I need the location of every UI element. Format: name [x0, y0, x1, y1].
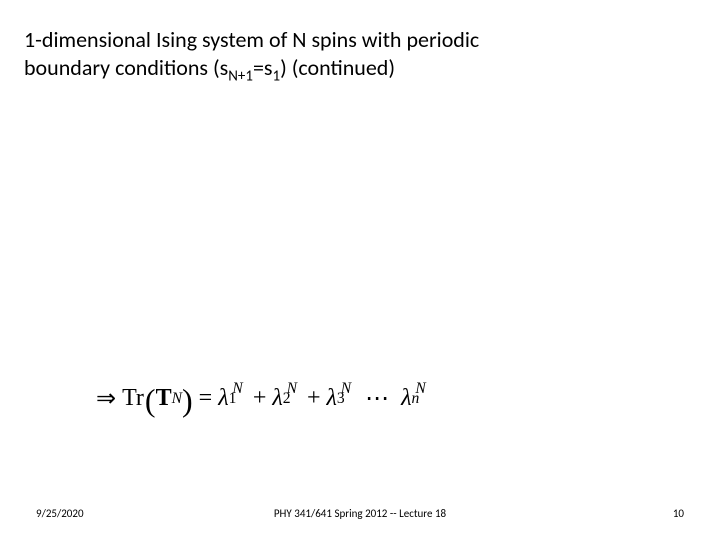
- title-sub-1: N+1: [228, 67, 253, 85]
- title-line-1: 1-dimensional Ising system of N spins wi…: [24, 26, 479, 53]
- title-line-2-pre: boundary conditions (s: [24, 54, 228, 81]
- T-exponent: N: [172, 390, 182, 408]
- title-line-2-post: ) (continued): [280, 54, 395, 81]
- left-paren: (: [145, 382, 156, 419]
- footer-course: PHY 341/641 Spring 2012 -- Lecture 18: [0, 507, 720, 520]
- title-sub-2: 1: [273, 67, 281, 85]
- slide: 1-dimensional Ising system of N spins wi…: [0, 0, 720, 540]
- equals-sign: =: [199, 385, 213, 412]
- slide-title: 1-dimensional Ising system of N spins wi…: [24, 26, 680, 81]
- right-paren: ): [182, 382, 193, 419]
- lambda-1: λ: [218, 385, 228, 412]
- lambda-n: λ: [401, 385, 411, 412]
- footer-page-number: 10: [673, 507, 684, 520]
- lambda-n-sup: N: [415, 380, 425, 398]
- plus-2: +: [307, 385, 321, 412]
- trace-operator: Tr: [122, 385, 144, 412]
- plus-1: +: [253, 385, 267, 412]
- trace-formula: ⇒ Tr ( TN ) = λ1N + λ2N + λ3N ⋯ λnN: [96, 380, 430, 417]
- lambda-3: λ: [327, 385, 337, 412]
- lambda-1-sup: N: [232, 380, 242, 398]
- matrix-T: T: [156, 385, 172, 412]
- title-line-2-mid: =s: [253, 54, 273, 81]
- ellipsis: ⋯: [365, 384, 391, 413]
- lambda-2: λ: [272, 385, 282, 412]
- lambda-3-sup: N: [341, 380, 351, 398]
- lambda-2-sup: N: [287, 380, 297, 398]
- implies-symbol: ⇒: [96, 384, 116, 413]
